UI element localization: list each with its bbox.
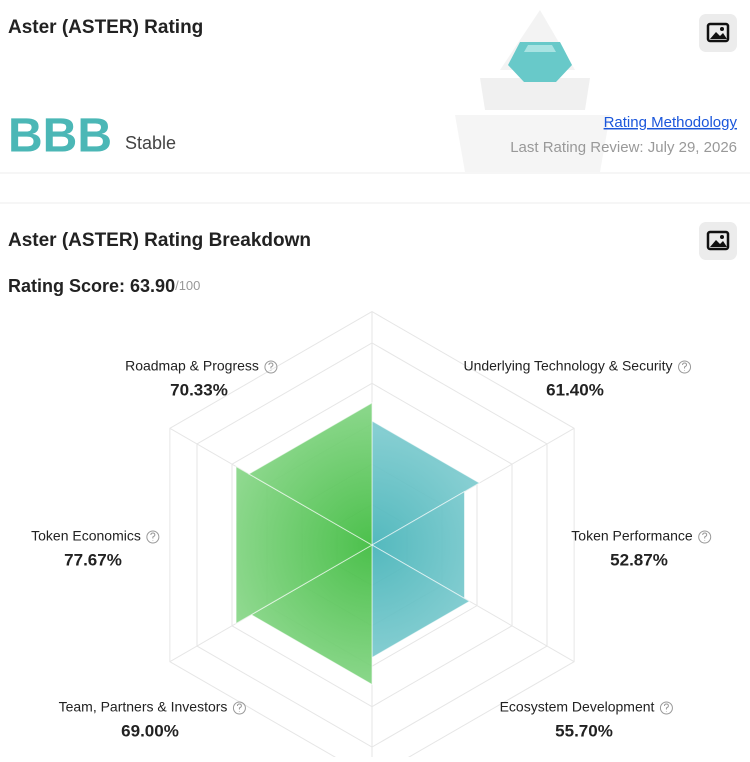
axis-value: 77.67%	[64, 550, 122, 569]
breakdown-title: Aster (ASTER) Rating Breakdown	[8, 230, 311, 251]
image-button[interactable]	[699, 14, 737, 52]
help-circle	[146, 530, 160, 544]
help-icon[interactable]	[659, 701, 673, 715]
help-mark	[268, 362, 274, 371]
axis-value: 70.33%	[170, 380, 228, 399]
help-icon[interactable]	[264, 360, 278, 374]
help-mark	[663, 703, 669, 712]
help-icon[interactable]	[146, 530, 160, 544]
axis-label: Token Performance	[571, 528, 693, 544]
help-circle	[698, 530, 712, 544]
pyramid-illustration	[455, 10, 610, 172]
axis-value: 69.00%	[121, 721, 179, 740]
axis-value: 55.70%	[555, 721, 613, 740]
help-circle	[264, 360, 278, 374]
help-mark	[702, 532, 708, 541]
last-review: Last Rating Review: July 29, 2026	[510, 139, 737, 156]
rating-title: Aster (ASTER) Rating	[8, 17, 203, 38]
axis-label: Roadmap & Progress	[125, 358, 259, 374]
methodology-link[interactable]: Rating Methodology	[604, 114, 738, 131]
score-max: /100	[175, 278, 200, 293]
axis-label: Underlying Technology & Security	[463, 358, 672, 374]
rating-outlook: Stable	[125, 133, 176, 153]
radar-marks	[235, 402, 481, 686]
axis-label: Team, Partners & Investors	[59, 699, 228, 715]
radar-segment	[247, 402, 373, 546]
help-mark	[236, 703, 242, 712]
help-circle	[678, 360, 692, 374]
help-circle	[232, 701, 246, 715]
score-label: Rating Score:	[8, 276, 130, 296]
score-value: 63.90	[130, 276, 175, 296]
radar-labels: Underlying Technology & Security 61.40% To…	[31, 358, 712, 740]
axis-value: 52.87%	[610, 550, 668, 569]
axis-label: Token Economics	[31, 528, 141, 544]
help-mark	[150, 532, 156, 541]
help-icon[interactable]	[232, 701, 246, 715]
image-button[interactable]	[699, 222, 737, 260]
help-mark	[682, 362, 688, 371]
rating-score: Rating Score: 63.90/100	[8, 276, 200, 296]
axis-value: 61.40%	[546, 380, 604, 399]
rating-grade: BBB	[8, 110, 112, 163]
help-circle	[659, 701, 673, 715]
help-icon[interactable]	[698, 530, 712, 544]
help-icon[interactable]	[678, 360, 692, 374]
axis-label: Ecosystem Development	[500, 699, 655, 715]
